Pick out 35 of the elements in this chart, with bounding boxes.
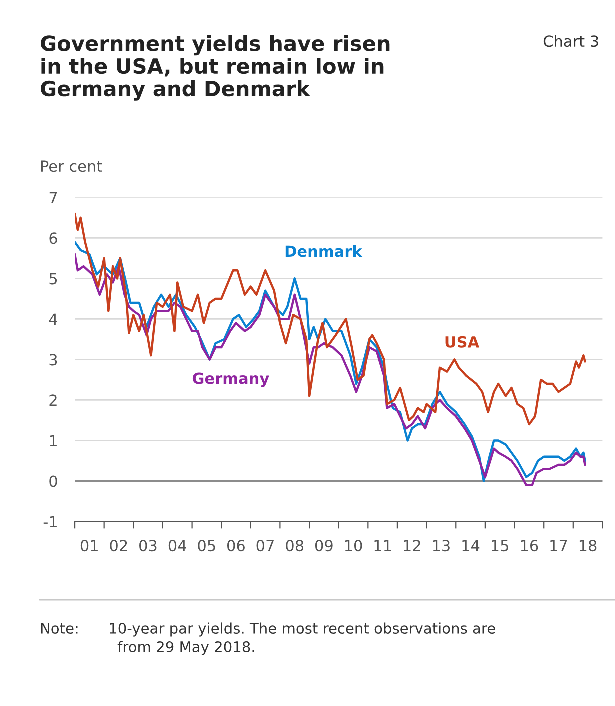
y-tick-label: 4	[49, 314, 58, 326]
line-series	[75, 212, 586, 426]
y-tick-label: 7	[50, 192, 58, 204]
y-tick-label: 3	[50, 354, 58, 366]
x-tick-label: 10	[345, 540, 362, 552]
x-tick-label: 17	[550, 540, 568, 552]
x-tick-label: 08	[286, 540, 304, 552]
x-tick-label: 13	[433, 540, 450, 552]
x-tick-label: 04	[168, 540, 186, 552]
x-tick-label: 15	[492, 540, 508, 552]
series-label: Germany	[192, 372, 270, 388]
y-tick-label: 0	[50, 476, 58, 488]
y-axis-title: Per cent	[41, 160, 102, 172]
x-tick-label: 14	[462, 540, 480, 552]
x-tick-label: 03	[140, 540, 157, 552]
y-tick-label: 6	[50, 232, 58, 244]
caption: Chart 3	[544, 35, 598, 48]
x-tick-label: 12	[404, 540, 420, 552]
y-tick-label: -1	[44, 516, 57, 528]
y-tick-label: 5	[50, 273, 58, 285]
x-tick-label: 05	[198, 540, 216, 552]
x-tick-label: 01	[80, 540, 98, 552]
y-tick-label: 1	[50, 435, 57, 447]
chart-title: Government yields have risen in the USA, but remain low in Germany and Denmark	[41, 35, 390, 101]
x-tick-label: 18	[580, 540, 597, 552]
x-tick-label: 11	[374, 540, 392, 552]
text: Note: 10-year par yields. The most recent observations are from 29 May 2018.	[41, 622, 496, 656]
y-tick-label: 2	[50, 394, 57, 406]
x-tick-label: 06	[227, 540, 245, 552]
x-tick-label: 16	[521, 540, 538, 552]
series-label: Denmark	[286, 245, 363, 258]
x-tick-label: 07	[256, 540, 274, 552]
x-tick-label: 09	[315, 540, 333, 552]
x-tick-label: 02	[110, 540, 128, 552]
series-label: USA	[446, 336, 480, 348]
